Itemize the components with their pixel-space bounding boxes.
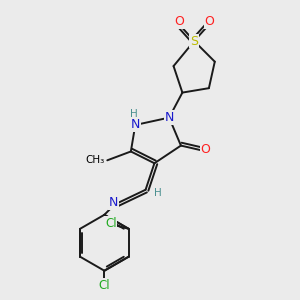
Text: Cl: Cl [105,217,117,230]
Text: Cl: Cl [98,279,110,292]
Text: H: H [130,109,138,119]
Text: O: O [200,143,210,157]
Text: O: O [205,15,214,28]
Text: N: N [109,196,118,209]
Text: CH₃: CH₃ [86,155,105,165]
Text: O: O [174,15,184,28]
Text: H: H [154,188,162,198]
Text: N: N [164,111,174,124]
Text: S: S [190,34,198,48]
Text: N: N [130,118,140,131]
